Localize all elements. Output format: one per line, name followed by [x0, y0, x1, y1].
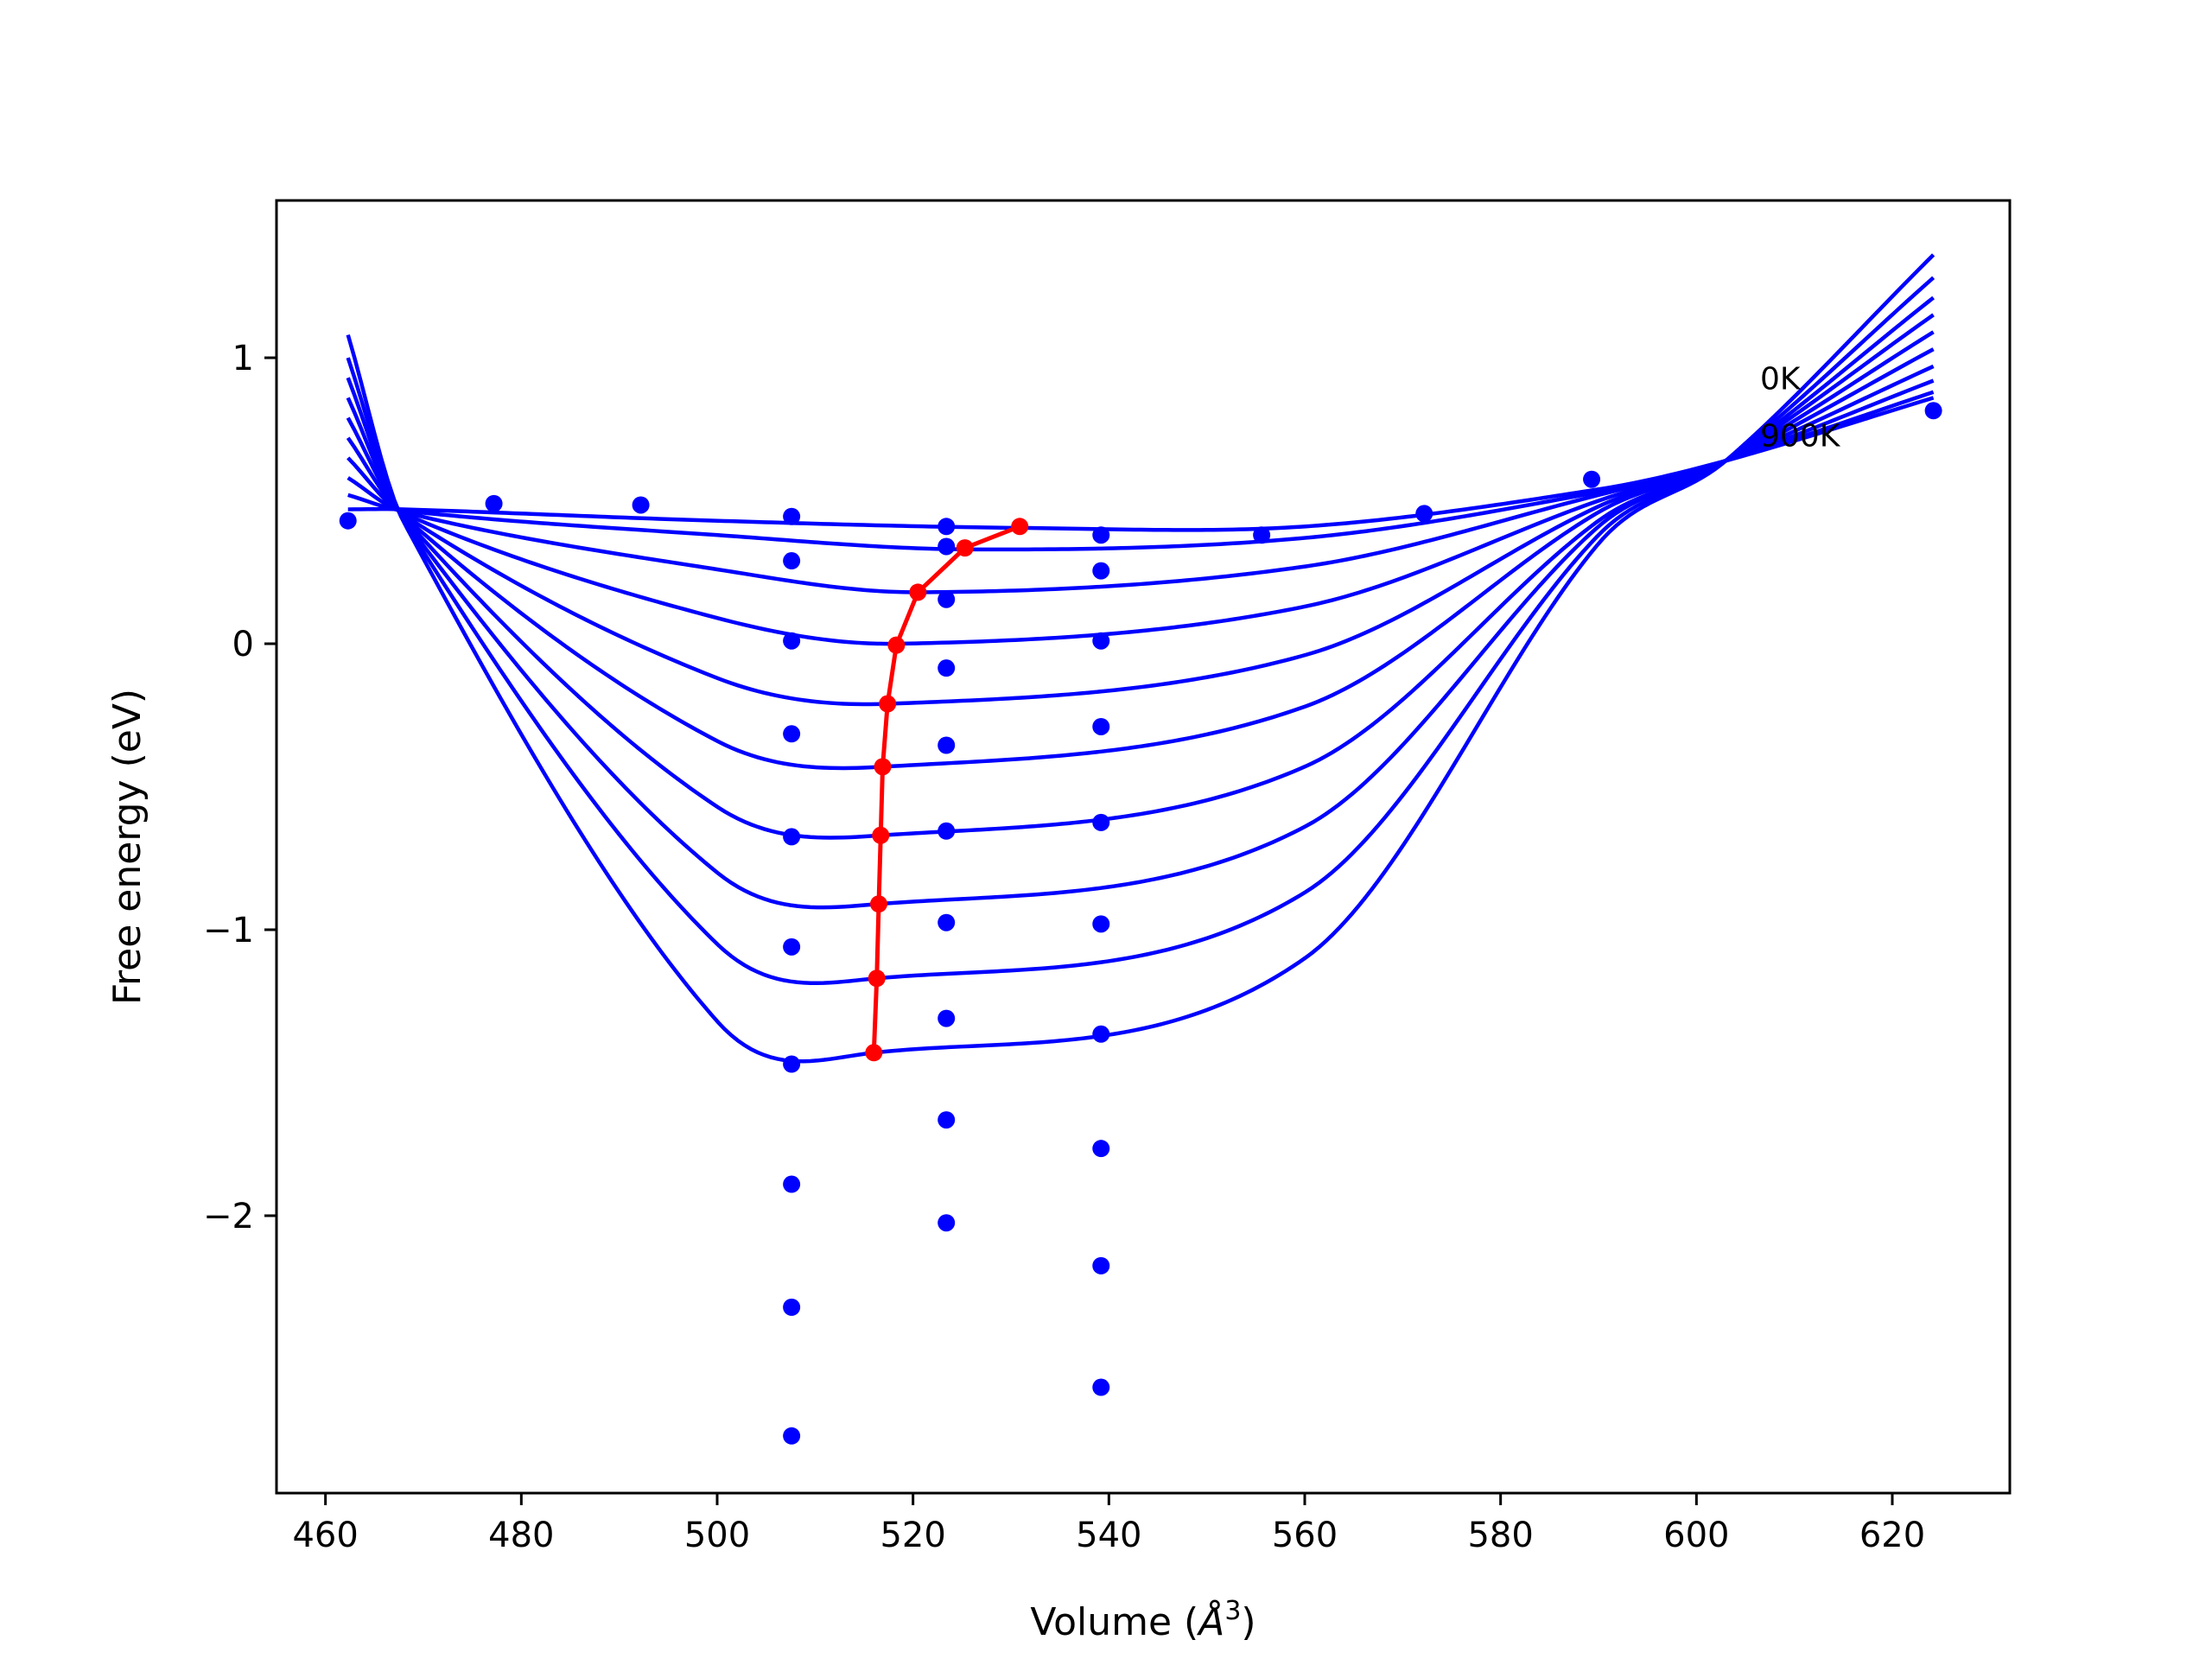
x-tick-label: 500: [684, 1516, 750, 1555]
data-point: [938, 822, 956, 840]
minimum-point: [956, 539, 974, 557]
minimum-point: [909, 583, 927, 601]
x-tick-label: 560: [1272, 1516, 1338, 1555]
minimum-point: [868, 969, 886, 988]
x-tick-label: 580: [1467, 1516, 1533, 1555]
x-tick-label: 620: [1859, 1516, 1925, 1555]
data-point: [1253, 526, 1271, 544]
minimum-point: [872, 826, 890, 844]
data-point: [783, 1055, 801, 1073]
minima-line: [871, 524, 1021, 1053]
minima-series: [865, 518, 1029, 1062]
minimum-point: [887, 636, 906, 654]
data-point: [783, 552, 801, 570]
data-point: [938, 1009, 956, 1027]
x-tick-label: 520: [880, 1516, 945, 1555]
minimum-point: [865, 1044, 883, 1062]
data-point: [938, 1111, 956, 1129]
data-point: [1092, 1256, 1110, 1274]
fit-curve-8: [346, 276, 1936, 986]
data-point: [1924, 402, 1942, 420]
y-tick-label: −1: [203, 911, 254, 950]
data-point: [783, 507, 801, 525]
data-point: [783, 828, 801, 846]
data-point: [1092, 632, 1110, 650]
data-point: [938, 913, 956, 931]
x-tick-label: 460: [292, 1516, 358, 1555]
data-point: [1092, 1378, 1110, 1396]
data-point: [1092, 717, 1110, 735]
data-point: [783, 725, 801, 743]
data-points: [339, 402, 1942, 1445]
x-tick-label: 480: [488, 1516, 554, 1555]
plot-frame: [275, 199, 2012, 1495]
data-point: [1583, 470, 1601, 488]
minimum-point: [1011, 518, 1029, 536]
temperature-annotation: 900K: [1760, 419, 1841, 454]
data-point: [783, 1298, 801, 1316]
fit-curve-6: [346, 313, 1935, 840]
fit-curves: [346, 253, 1936, 1064]
data-point: [938, 590, 956, 608]
x-axis: 460 480 500 520 540 560 580 600 620: [292, 1493, 1925, 1555]
data-point: [783, 1175, 801, 1193]
fit-curve-5: [346, 330, 1935, 771]
x-tick-label: 540: [1076, 1516, 1141, 1555]
data-point: [938, 537, 956, 556]
data-point: [1092, 1140, 1110, 1158]
data-point: [783, 632, 801, 650]
minimum-point: [874, 758, 892, 776]
data-point: [1092, 915, 1110, 933]
x-axis-label: Volume (Å3): [1030, 1596, 1255, 1644]
data-point: [938, 659, 956, 677]
minimum-point: [879, 695, 897, 713]
data-point: [1092, 1025, 1110, 1043]
data-point: [1092, 562, 1110, 580]
fit-curve-7: [346, 296, 1935, 910]
y-axis-label: Free energy (eV): [105, 689, 149, 1005]
data-point: [938, 1214, 956, 1232]
fit-curve-9: [346, 253, 1936, 1064]
data-point: [783, 938, 801, 956]
data-point: [938, 736, 956, 754]
y-axis: −2 −1 0 1: [203, 339, 276, 1236]
data-point: [1092, 526, 1110, 544]
data-point: [339, 512, 357, 530]
annotations: 0K 900K: [1760, 361, 1841, 454]
data-point: [783, 1427, 801, 1445]
minimum-point: [870, 895, 887, 913]
fit-curve-2: [346, 378, 1935, 594]
y-tick-label: 1: [232, 339, 254, 378]
data-point: [1415, 505, 1433, 523]
data-point: [1092, 813, 1110, 831]
data-point: [485, 494, 503, 512]
fit-curve-3: [346, 364, 1935, 646]
x-tick-label: 600: [1663, 1516, 1729, 1555]
y-tick-label: 0: [232, 625, 254, 664]
y-tick-label: −2: [203, 1197, 254, 1236]
data-point: [632, 496, 650, 514]
data-point: [938, 518, 956, 536]
fit-curve-0: [347, 396, 1935, 532]
temperature-annotation: 0K: [1760, 361, 1802, 397]
